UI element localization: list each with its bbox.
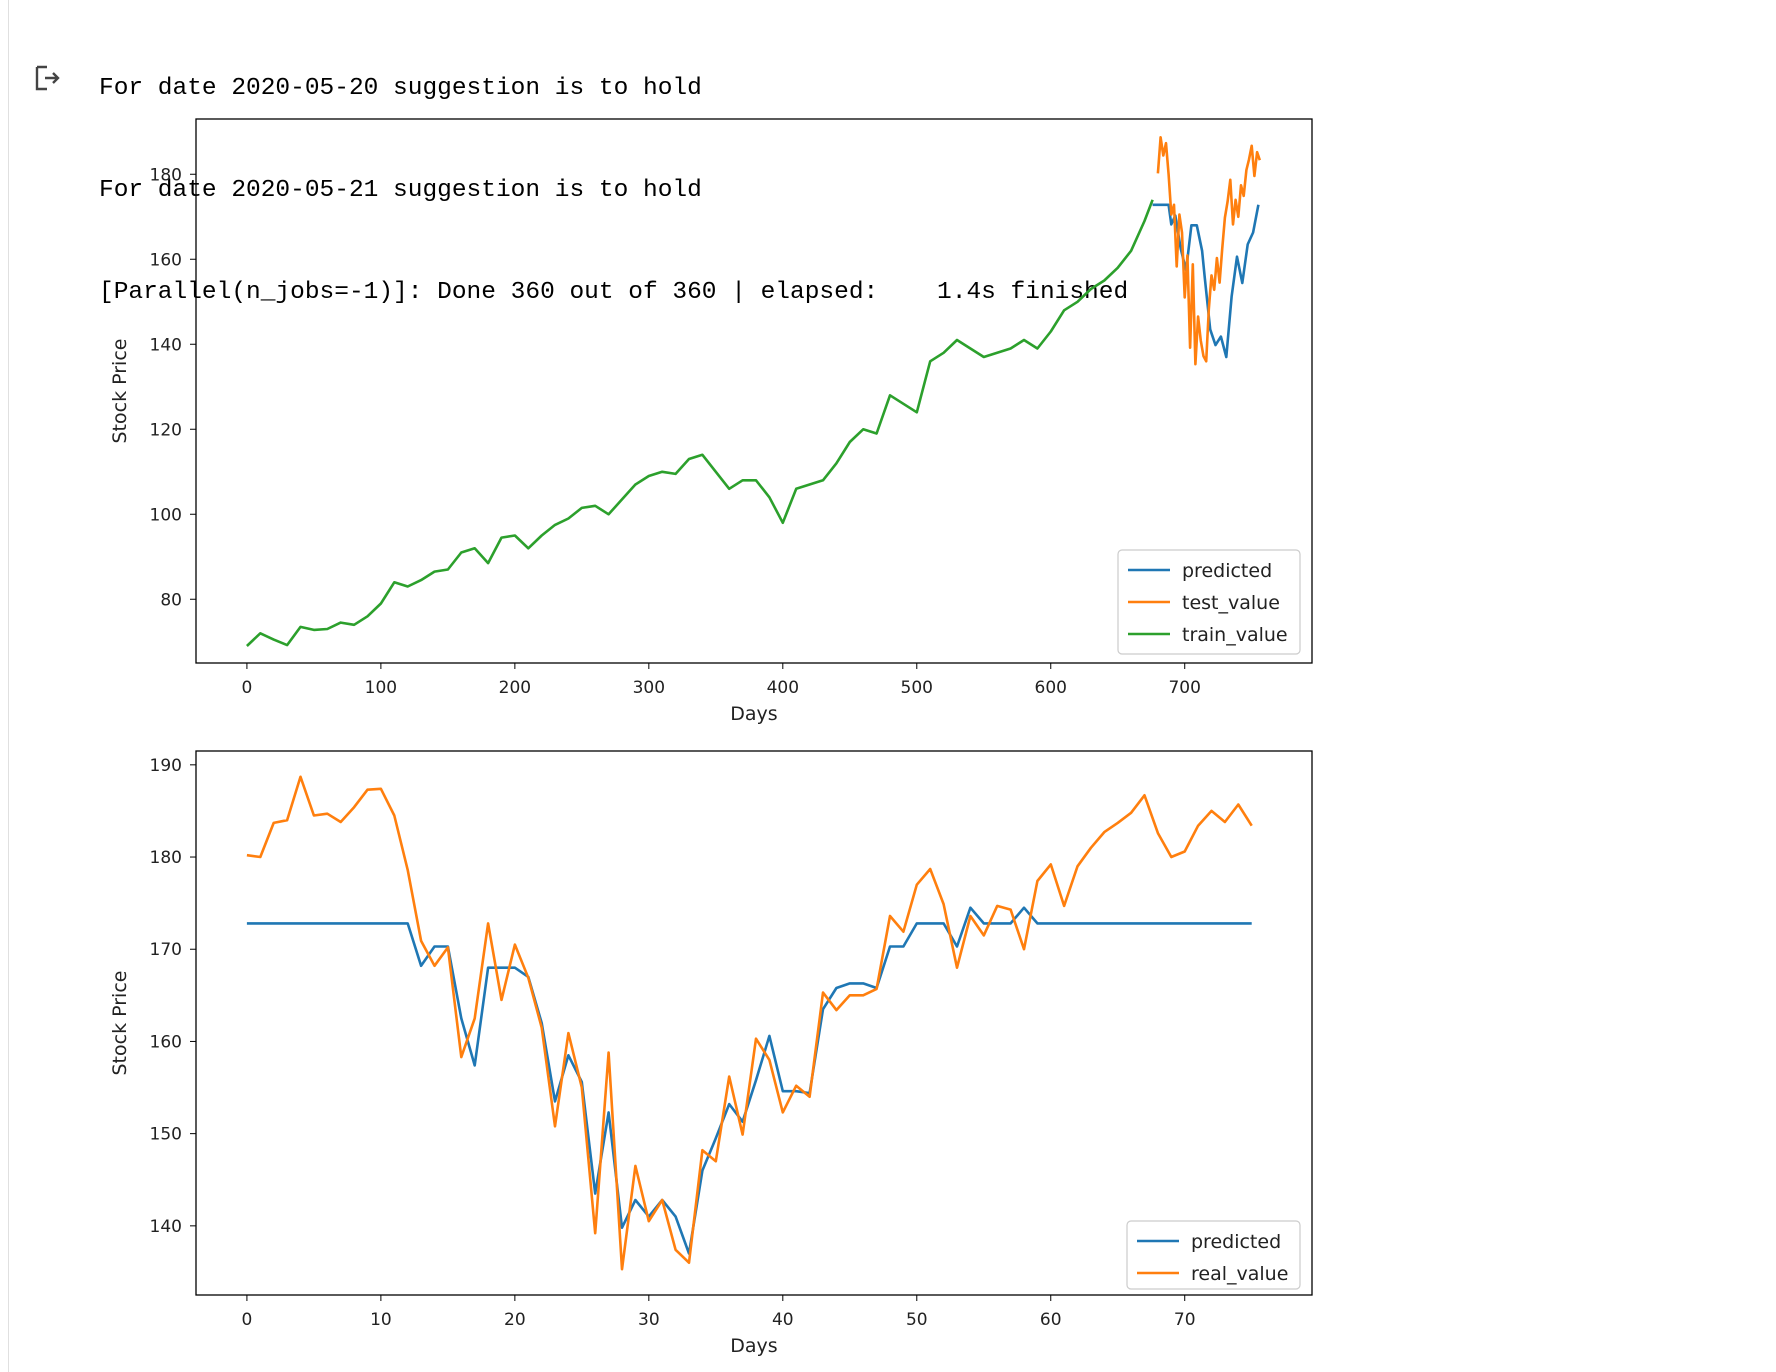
x-tick-label: 60 [1040, 1310, 1062, 1330]
output-arrow-icon [35, 65, 60, 91]
x-tick-label: 10 [370, 1310, 392, 1330]
x-tick-label: 300 [633, 678, 665, 698]
legend-box [1117, 549, 1301, 655]
y-tick-label: 140 [150, 1217, 182, 1237]
x-tick-label: 50 [906, 1310, 928, 1330]
legend-label-test-value: test_value [1182, 592, 1280, 614]
y-tick-label: 120 [150, 420, 182, 440]
x-tick-label: 30 [638, 1310, 660, 1330]
console-line: For date 2020-05-20 suggestion is to hol… [99, 75, 702, 102]
x-axis-label: Days [730, 703, 777, 725]
y-tick-label: 100 [150, 505, 182, 525]
x-tick-label: 40 [772, 1310, 794, 1330]
console-line: For date 2020-05-21 suggestion is to hol… [99, 177, 702, 204]
console-output: For date 2020-05-20 suggestion is to hol… [99, 4, 1128, 344]
x-tick-label: 0 [241, 1310, 252, 1330]
y-tick-label: 160 [150, 1032, 182, 1052]
y-tick-label: 180 [150, 165, 182, 185]
x-tick-label: 100 [365, 678, 397, 698]
series-line-predicted [1152, 203, 1260, 359]
series-line-train-value [246, 199, 1154, 647]
prediction-chart: 0 10 20 30 40 50 60 70 140 150 160 170 180 190 Days Sto… [109, 750, 1313, 1357]
x-tick-label: 600 [1035, 678, 1067, 698]
y-tick-label: 180 [150, 848, 182, 868]
legend-label-real-value: real_value [1191, 1263, 1288, 1285]
x-tick-label: 200 [499, 678, 531, 698]
train-test-chart: 0 100 200 300 400 500 600 700 80 100 120 140 160 180 D… [109, 118, 1313, 725]
x-tick-label: 700 [1168, 678, 1200, 698]
y-tick-label: 80 [160, 590, 182, 610]
legend-label-predicted: predicted [1182, 560, 1272, 582]
y-tick-label: 150 [150, 1125, 182, 1145]
cell-left-border [8, 0, 9, 1372]
y-tick-label: 140 [150, 335, 182, 355]
y-tick-label: 170 [150, 940, 182, 960]
y-tick-label: 160 [150, 250, 182, 270]
series-line-real-value [246, 775, 1253, 1271]
legend-label-predicted: predicted [1191, 1231, 1281, 1253]
legend: predicted real_value [1126, 1220, 1301, 1290]
x-tick-label: 400 [767, 678, 799, 698]
series-line-test-value [1156, 135, 1262, 366]
console-line: [Parallel(n_jobs=-1)]: Done 360 out of 3… [99, 279, 1129, 306]
y-axis-label: Stock Price [109, 339, 131, 444]
x-tick-label: 0 [241, 678, 252, 698]
legend-label-train-value: train_value [1182, 624, 1288, 646]
plot-frame [195, 118, 1313, 664]
y-tick-label: 190 [150, 756, 182, 776]
y-axis-label: Stock Price [109, 971, 131, 1076]
x-tick-label: 70 [1174, 1310, 1196, 1330]
x-tick-label: 20 [504, 1310, 526, 1330]
plot-frame [195, 750, 1313, 1296]
legend: predicted test_value train_value [1117, 549, 1301, 655]
x-tick-label: 500 [901, 678, 933, 698]
x-axis-label: Days [730, 1335, 777, 1357]
